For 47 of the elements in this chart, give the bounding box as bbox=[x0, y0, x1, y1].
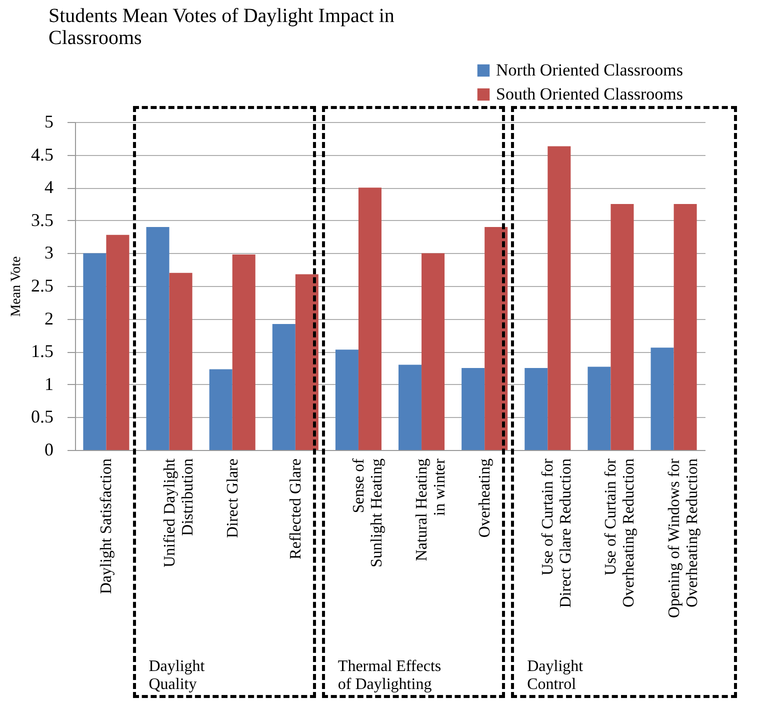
x-tick-label: Daylight Satisfaction bbox=[98, 458, 116, 594]
x-tick-label: Overheating bbox=[476, 458, 494, 538]
y-tick-label: 5 bbox=[44, 112, 54, 132]
y-tick-label: 3 bbox=[44, 242, 54, 263]
bar bbox=[422, 253, 445, 450]
y-tick-label: 1 bbox=[44, 374, 54, 394]
y-tick-label: 2 bbox=[44, 308, 54, 328]
x-tick-label: Direct Glare bbox=[224, 458, 242, 538]
text: Daylight Quality bbox=[148, 658, 205, 694]
bar bbox=[588, 366, 611, 450]
y-tick-label: 1.5 bbox=[31, 341, 54, 362]
y-axis-title: Mean Vote bbox=[9, 256, 24, 317]
x-tick-label: Opening of Windows for Overheating Reduction bbox=[666, 458, 701, 618]
y-tick-label: 2.5 bbox=[31, 276, 54, 296]
text: Daylight Control bbox=[527, 658, 584, 694]
bar bbox=[295, 274, 318, 450]
bar bbox=[674, 204, 697, 450]
chart-title: Students Mean Votes of Daylight Impact in Classrooms bbox=[48, 5, 394, 49]
bar bbox=[398, 364, 422, 450]
bar bbox=[650, 348, 674, 450]
bar bbox=[524, 368, 548, 450]
bar bbox=[83, 253, 106, 450]
x-tick-label: Natural Heating in winter bbox=[414, 458, 449, 562]
x-tick-label: Use of Curtain for Overheating Reduction bbox=[602, 458, 638, 608]
bar bbox=[169, 272, 192, 450]
y-tick-label: 0.5 bbox=[31, 406, 54, 427]
x-tick-label: Reflected Glare bbox=[287, 458, 304, 560]
bar bbox=[358, 188, 382, 450]
bar bbox=[335, 350, 358, 450]
bar bbox=[106, 234, 130, 450]
bar bbox=[209, 369, 232, 450]
y-tick-label: 0 bbox=[44, 440, 54, 460]
bar bbox=[462, 368, 485, 450]
y-tick-label: 4.5 bbox=[31, 144, 54, 164]
bar bbox=[484, 226, 508, 450]
legend-label: North Oriented Classrooms bbox=[496, 60, 683, 80]
bar bbox=[272, 324, 296, 450]
bar bbox=[232, 254, 256, 450]
y-tick-label: 4 bbox=[44, 177, 54, 198]
bar bbox=[548, 146, 571, 450]
y-tick-label: 3.5 bbox=[31, 210, 54, 230]
bar bbox=[146, 226, 170, 450]
legend-label: South Oriented Classrooms bbox=[496, 84, 683, 104]
x-tick-label: Sense of Sunlight Heating bbox=[350, 458, 386, 568]
text: Thermal Effects of Daylighting bbox=[338, 658, 442, 694]
bar bbox=[610, 204, 634, 450]
x-tick-label: Unified Daylight Distribution bbox=[161, 458, 196, 568]
